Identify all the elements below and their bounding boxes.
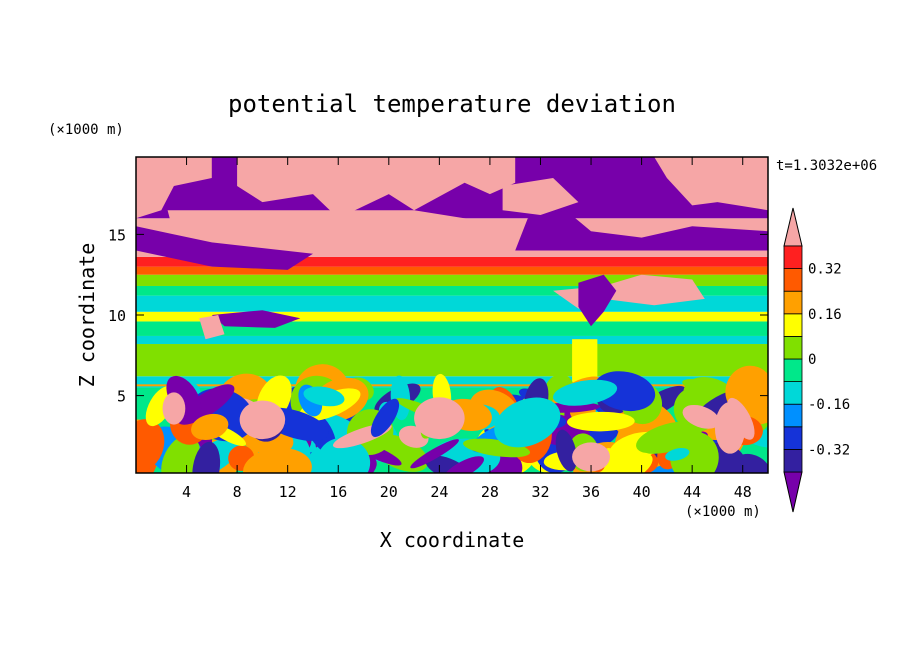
- field-band: [136, 335, 768, 345]
- x-tick-label: 16: [329, 483, 347, 501]
- colorbar-label: 0.16: [808, 307, 842, 323]
- colorbar-swatch: [783, 426, 803, 450]
- contour-cell: [136, 419, 165, 473]
- colorbar-swatch: [783, 381, 803, 405]
- x-tick-label: 24: [430, 483, 448, 501]
- y-tick-label: 15: [108, 226, 126, 244]
- contour-cell: [593, 371, 656, 412]
- colorbar-label: -0.16: [808, 397, 850, 413]
- time-label: t=1.3032e+06: [776, 158, 877, 174]
- contour-region: [515, 210, 768, 251]
- contour-cell: [191, 413, 229, 440]
- contour-cell: [682, 404, 720, 429]
- contour-cell: [494, 397, 561, 448]
- contour-cell: [714, 402, 746, 454]
- contour-region: [572, 339, 598, 383]
- colorbar-label: -0.32: [808, 442, 850, 458]
- contour-region: [654, 157, 768, 211]
- colorbar-swatch: [783, 268, 803, 292]
- contour-cell: [567, 411, 635, 432]
- contour-cell: [636, 421, 703, 454]
- contour-cell: [555, 429, 577, 472]
- colorbar-swatch: [783, 403, 803, 428]
- x-tick-label: 4: [182, 483, 191, 501]
- field-band: [136, 266, 768, 275]
- y-axis: 5 10 15: [108, 226, 768, 406]
- contour-cell: [162, 392, 186, 425]
- contour-region: [211, 310, 301, 328]
- chart-title: potential temperature deviation: [228, 90, 676, 118]
- x-axis: 4 8 12 16 20 24 28 32 36 40 44 48: [182, 157, 752, 501]
- x-tick-label: 12: [279, 483, 297, 501]
- x-tick-label: 20: [380, 483, 398, 501]
- field-band: [136, 376, 768, 388]
- x-unit-label: (×1000 m): [685, 504, 761, 520]
- contour-region: [237, 157, 516, 219]
- y-tick-label: 5: [117, 388, 126, 406]
- contour-cell: [414, 397, 465, 440]
- colorbar-swatch: [783, 358, 803, 383]
- x-axis-label: X coordinate: [380, 528, 525, 552]
- contour-cell: [410, 439, 459, 469]
- contour-cell: [665, 448, 690, 461]
- contour-cell: [303, 386, 345, 407]
- contour-cell: [572, 442, 610, 472]
- contour-cell: [552, 379, 618, 406]
- y-tick-label: 10: [108, 307, 126, 325]
- colorbar: 0.32 0.16 0 -0.16 -0.32: [783, 207, 850, 513]
- x-tick-label: 36: [582, 483, 600, 501]
- x-tick-label: 8: [233, 483, 242, 501]
- x-tick-label: 40: [633, 483, 651, 501]
- colorbar-label: 0.32: [808, 262, 842, 278]
- y-unit-label: (×1000 m): [48, 122, 124, 138]
- contour-cell: [192, 441, 221, 473]
- contour-region: [167, 210, 566, 254]
- field-band: [136, 311, 768, 322]
- x-tick-label: 28: [481, 483, 499, 501]
- field-band: [136, 274, 768, 286]
- contour-cell: [243, 447, 312, 473]
- y-axis-label: Z coordinate: [75, 243, 99, 388]
- field-band: [136, 256, 768, 267]
- contour-cell: [239, 400, 286, 440]
- contour-cell: [425, 455, 469, 473]
- colorbar-swatch: [783, 245, 803, 270]
- contour-cell: [317, 437, 371, 473]
- x-tick-label: 48: [734, 483, 752, 501]
- colorbar-top-arrow: [783, 207, 803, 247]
- colorbar-swatch: [783, 290, 803, 315]
- contour-region: [136, 226, 313, 270]
- colorbar-swatch: [783, 335, 803, 360]
- field-band: [136, 321, 768, 336]
- colorbar-swatch: [783, 448, 803, 473]
- contour-region: [199, 315, 225, 340]
- contour-cell: [443, 456, 484, 473]
- field-band: [136, 344, 768, 377]
- contour-region: [502, 178, 579, 215]
- field-line: [136, 384, 768, 387]
- x-tick-label: 32: [531, 483, 549, 501]
- contour-region: [136, 157, 212, 219]
- contour-cell: [613, 452, 653, 473]
- colorbar-bottom-arrow: [783, 471, 803, 513]
- colorbar-swatch: [783, 313, 803, 337]
- contour-field: [136, 157, 768, 473]
- colorbar-label: 0: [808, 352, 816, 368]
- contour-region: [578, 274, 617, 327]
- x-tick-label: 44: [683, 483, 701, 501]
- field-band: [136, 285, 768, 296]
- contour-cell: [370, 398, 400, 437]
